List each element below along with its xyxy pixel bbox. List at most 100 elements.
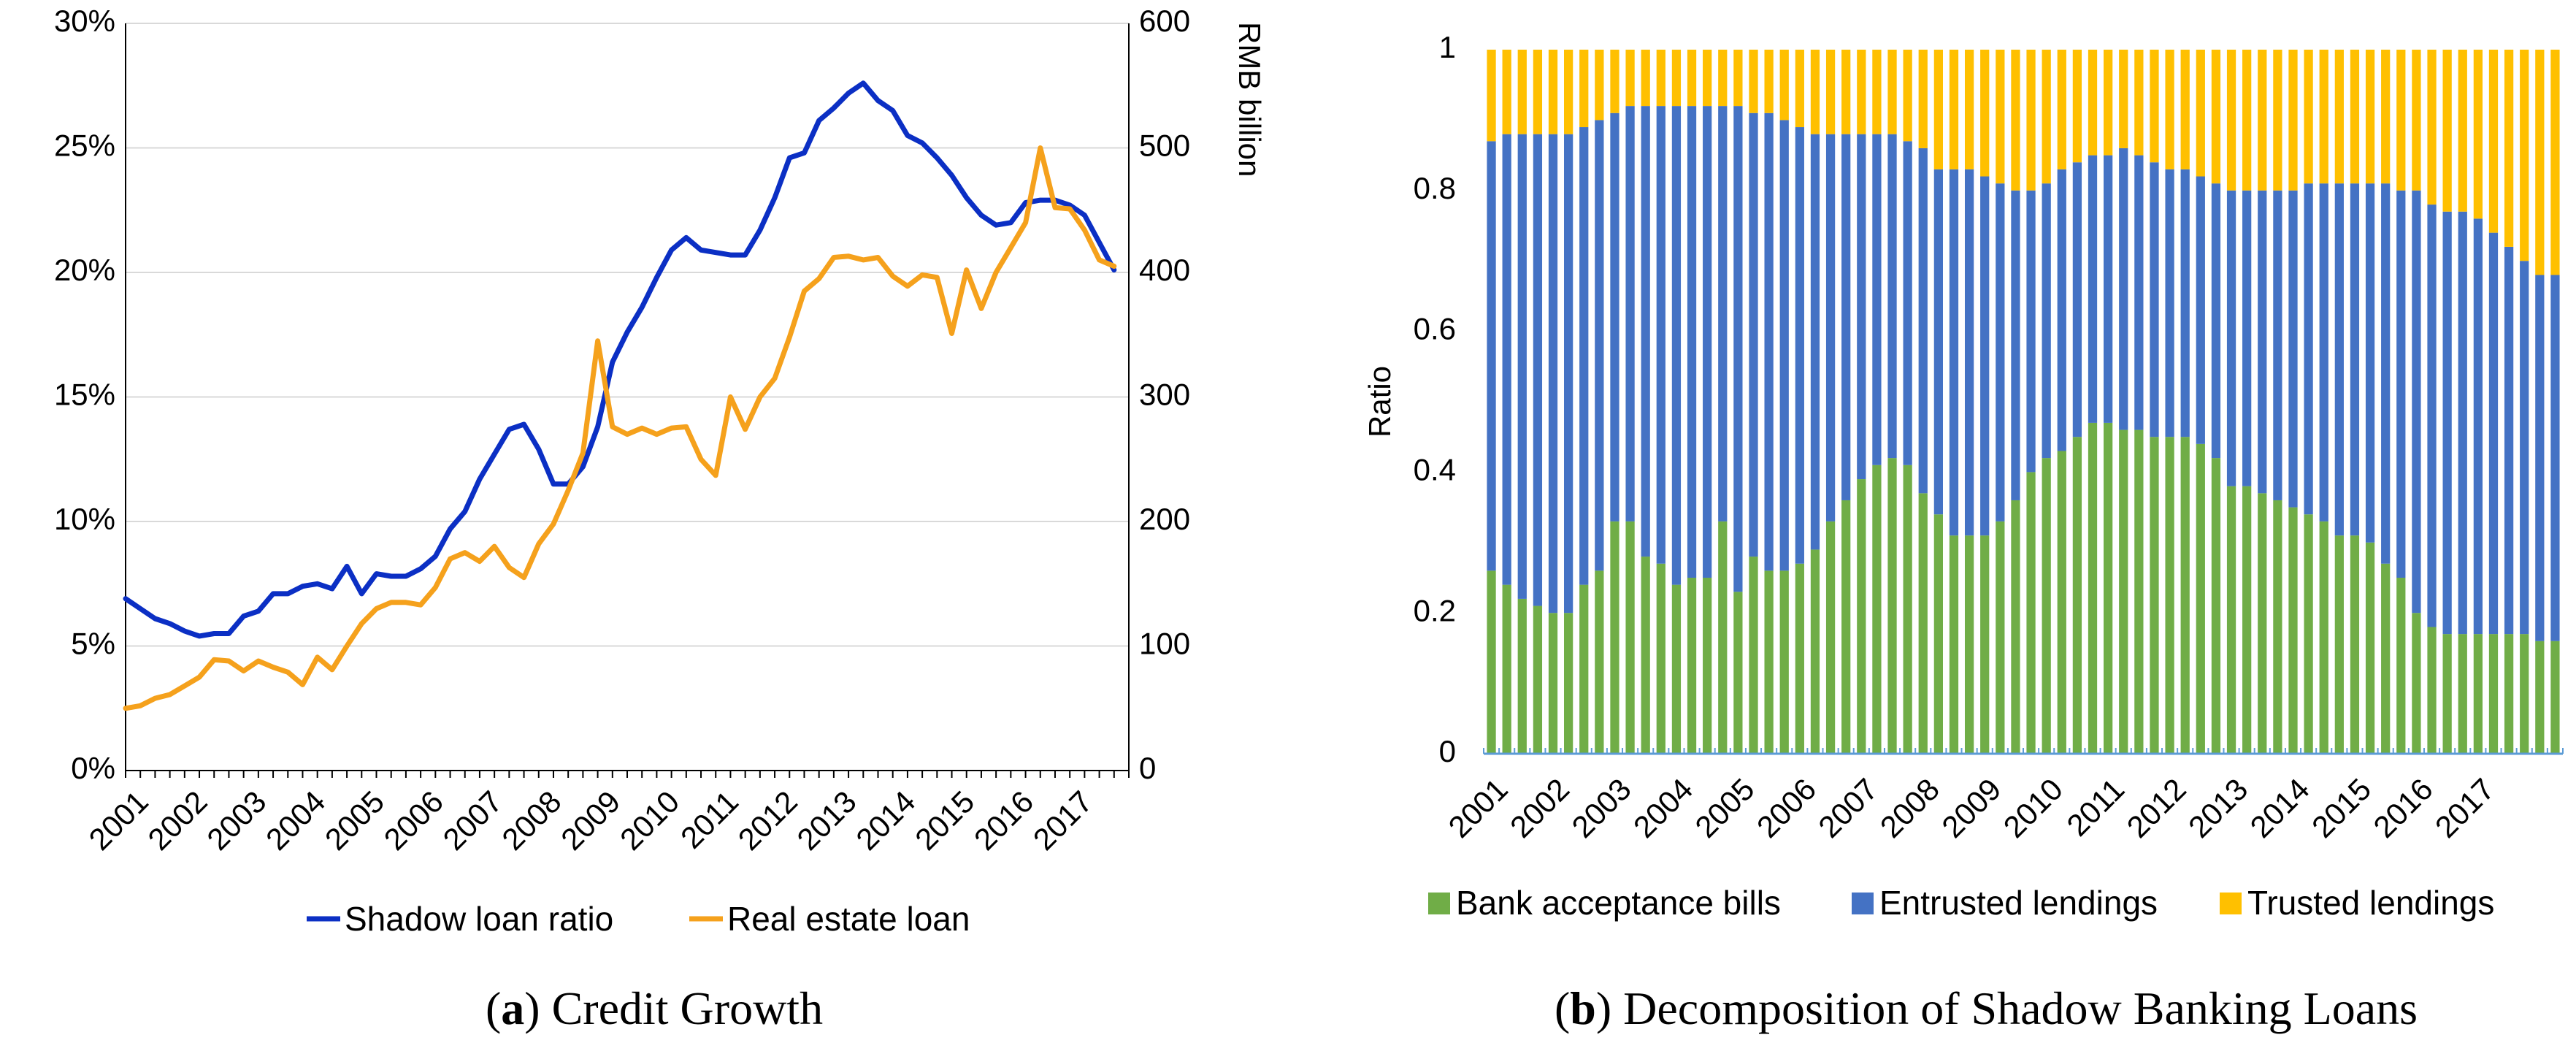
- bar-segment-trusted-lendings: [1933, 50, 1943, 169]
- bar-segment-trusted-lendings: [2042, 50, 2051, 184]
- bar-segment-entrusted-lendings: [2150, 162, 2159, 437]
- bar-segment-entrusted-lendings: [2427, 205, 2437, 627]
- x-tick-label: 2015: [2305, 772, 2377, 844]
- bar-segment-entrusted-lendings: [2180, 169, 2190, 437]
- bar-segment-trusted-lendings: [2288, 50, 2298, 191]
- y-right-tick-label: 500: [1139, 129, 1190, 163]
- x-tick-label: 2009: [554, 784, 626, 857]
- y-left-tick-label: 20%: [54, 253, 115, 287]
- bar-segment-bank-acceptance-bills: [1903, 465, 1912, 754]
- bar-segment-bank-acceptance-bills: [1949, 535, 1959, 754]
- legend-label-trusted-lendings: Trusted lendings: [2247, 884, 2494, 922]
- bar-segment-entrusted-lendings: [1764, 112, 1774, 571]
- bar-segment-entrusted-lendings: [2520, 261, 2529, 635]
- x-tick-label: 2014: [849, 784, 921, 857]
- bar-segment-trusted-lendings: [2211, 50, 2221, 184]
- x-tick-label: 2003: [1565, 772, 1637, 844]
- bar-segment-bank-acceptance-bills: [2104, 422, 2113, 754]
- bar-segment-entrusted-lendings: [1641, 106, 1650, 557]
- bar-segment-bank-acceptance-bills: [1579, 584, 1589, 754]
- bar-segment-trusted-lendings: [2119, 50, 2128, 148]
- bar-segment-trusted-lendings: [1810, 50, 1820, 134]
- bar-segment-bank-acceptance-bills: [2226, 486, 2236, 754]
- x-tick-label: 2011: [2060, 772, 2131, 843]
- bar-segment-bank-acceptance-bills: [1996, 521, 2005, 754]
- bar-segment-trusted-lendings: [1517, 50, 1527, 134]
- bar-segment-bank-acceptance-bills: [2026, 472, 2036, 754]
- bar-segment-entrusted-lendings: [1703, 106, 1712, 578]
- bar-segment-bank-acceptance-bills: [2011, 500, 2020, 754]
- bar-segment-bank-acceptance-bills: [2488, 634, 2499, 754]
- x-tick-label: 2013: [2182, 772, 2254, 844]
- bar-segment-trusted-lendings: [2304, 50, 2313, 184]
- bar-segment-bank-acceptance-bills: [2535, 641, 2545, 754]
- bar-segment-trusted-lendings: [1887, 50, 1897, 134]
- bar-segment-bank-acceptance-bills: [2180, 437, 2190, 754]
- bar-segment-bank-acceptance-bills: [1810, 549, 1820, 754]
- bar-segment-bank-acceptance-bills: [2211, 458, 2221, 754]
- series-line-real-estate-loan: [123, 145, 1117, 711]
- bar-segment-trusted-lendings: [2258, 50, 2267, 191]
- bar-segment-bank-acceptance-bills: [1487, 570, 1496, 754]
- bar-segment-bank-acceptance-bills: [1857, 479, 1866, 754]
- x-tick-label: 2005: [1688, 772, 1760, 844]
- bar-segment-entrusted-lendings: [2211, 183, 2221, 459]
- bar-segment-bank-acceptance-bills: [2442, 634, 2452, 754]
- y-right-tick-labels: 0 100 200 300 400 500 600: [1139, 4, 1190, 785]
- bar-segment-trusted-lendings: [1749, 50, 1758, 113]
- bar-segment-entrusted-lendings: [1517, 134, 1527, 599]
- bar-segment-trusted-lendings: [1641, 50, 1650, 107]
- bar-segment-trusted-lendings: [2057, 50, 2066, 169]
- bar-segment-entrusted-lendings: [2072, 162, 2082, 437]
- bar-segment-entrusted-lendings: [1810, 134, 1820, 550]
- bar-segment-entrusted-lendings: [2535, 275, 2545, 641]
- bar-segment-bank-acceptance-bills: [1964, 535, 1974, 754]
- x-tick-label: 2017: [1027, 784, 1099, 857]
- legend-label-entrusted-lendings: Entrusted lendings: [1879, 884, 2158, 922]
- bar-segment-entrusted-lendings: [1872, 134, 1882, 465]
- x-tick-label: 2012: [2120, 772, 2193, 844]
- bar-segment-entrusted-lendings: [1949, 169, 1959, 536]
- bar-segment-bank-acceptance-bills: [1533, 605, 1543, 754]
- bar-segment-entrusted-lendings: [1918, 148, 1928, 494]
- bar-segment-trusted-lendings: [2011, 50, 2020, 191]
- legend-label-shadow-loan-ratio: Shadow loan ratio: [345, 900, 613, 938]
- bar-segment-entrusted-lendings: [2088, 155, 2098, 423]
- bar-segment-entrusted-lendings: [1903, 141, 1912, 465]
- bar-segment-entrusted-lendings: [1487, 141, 1496, 571]
- axes: [125, 23, 1130, 778]
- y-tick-label: 1: [1439, 30, 1456, 64]
- bar-segment-bank-acceptance-bills: [1841, 500, 1851, 754]
- bar-segment-bank-acceptance-bills: [1825, 521, 1836, 754]
- bar-segment-bank-acceptance-bills: [1502, 584, 1511, 754]
- bar-segment-entrusted-lendings: [1733, 106, 1743, 592]
- legend: Shadow loan ratio Real estate loan: [307, 900, 970, 938]
- bar-segment-bank-acceptance-bills: [1656, 563, 1665, 754]
- bar-segment-bank-acceptance-bills: [2458, 634, 2467, 754]
- bar-segment-entrusted-lendings: [1795, 127, 1804, 564]
- x-tick-label: 2011: [674, 784, 745, 855]
- bar-segment-bank-acceptance-bills: [1718, 521, 1728, 754]
- bar-segment-entrusted-lendings: [1548, 134, 1558, 614]
- x-tick-label: 2007: [437, 784, 509, 857]
- x-tick-label: 2017: [2429, 772, 2501, 844]
- bar-segment-trusted-lendings: [2535, 50, 2545, 275]
- bar-segment-trusted-lendings: [2180, 50, 2190, 169]
- bar-segment-bank-acceptance-bills: [1779, 570, 1789, 754]
- bar-segment-trusted-lendings: [2104, 50, 2113, 156]
- bar-segment-bank-acceptance-bills: [2304, 514, 2313, 754]
- bar-segment-trusted-lendings: [2412, 50, 2421, 191]
- x-tick-label: 2013: [790, 784, 862, 857]
- bar-segment-trusted-lendings: [1595, 50, 1604, 121]
- bar-segment-trusted-lendings: [2396, 50, 2406, 191]
- x-tick-label: 2006: [377, 784, 450, 857]
- x-tick-label: 2016: [967, 784, 1040, 857]
- series-line-shadow-loan-ratio: [123, 80, 1117, 639]
- y-tick-label: 0.4: [1414, 452, 1456, 486]
- bar-segment-entrusted-lendings: [1933, 169, 1943, 515]
- bar-segment-entrusted-lendings: [2396, 190, 2406, 578]
- y-right-tick-label: 600: [1139, 4, 1190, 38]
- x-tick-labels: 2001200220032004200520062007200820092010…: [83, 784, 1099, 857]
- bar-segment-trusted-lendings: [2072, 50, 2082, 163]
- x-tick-label: 2002: [141, 784, 213, 857]
